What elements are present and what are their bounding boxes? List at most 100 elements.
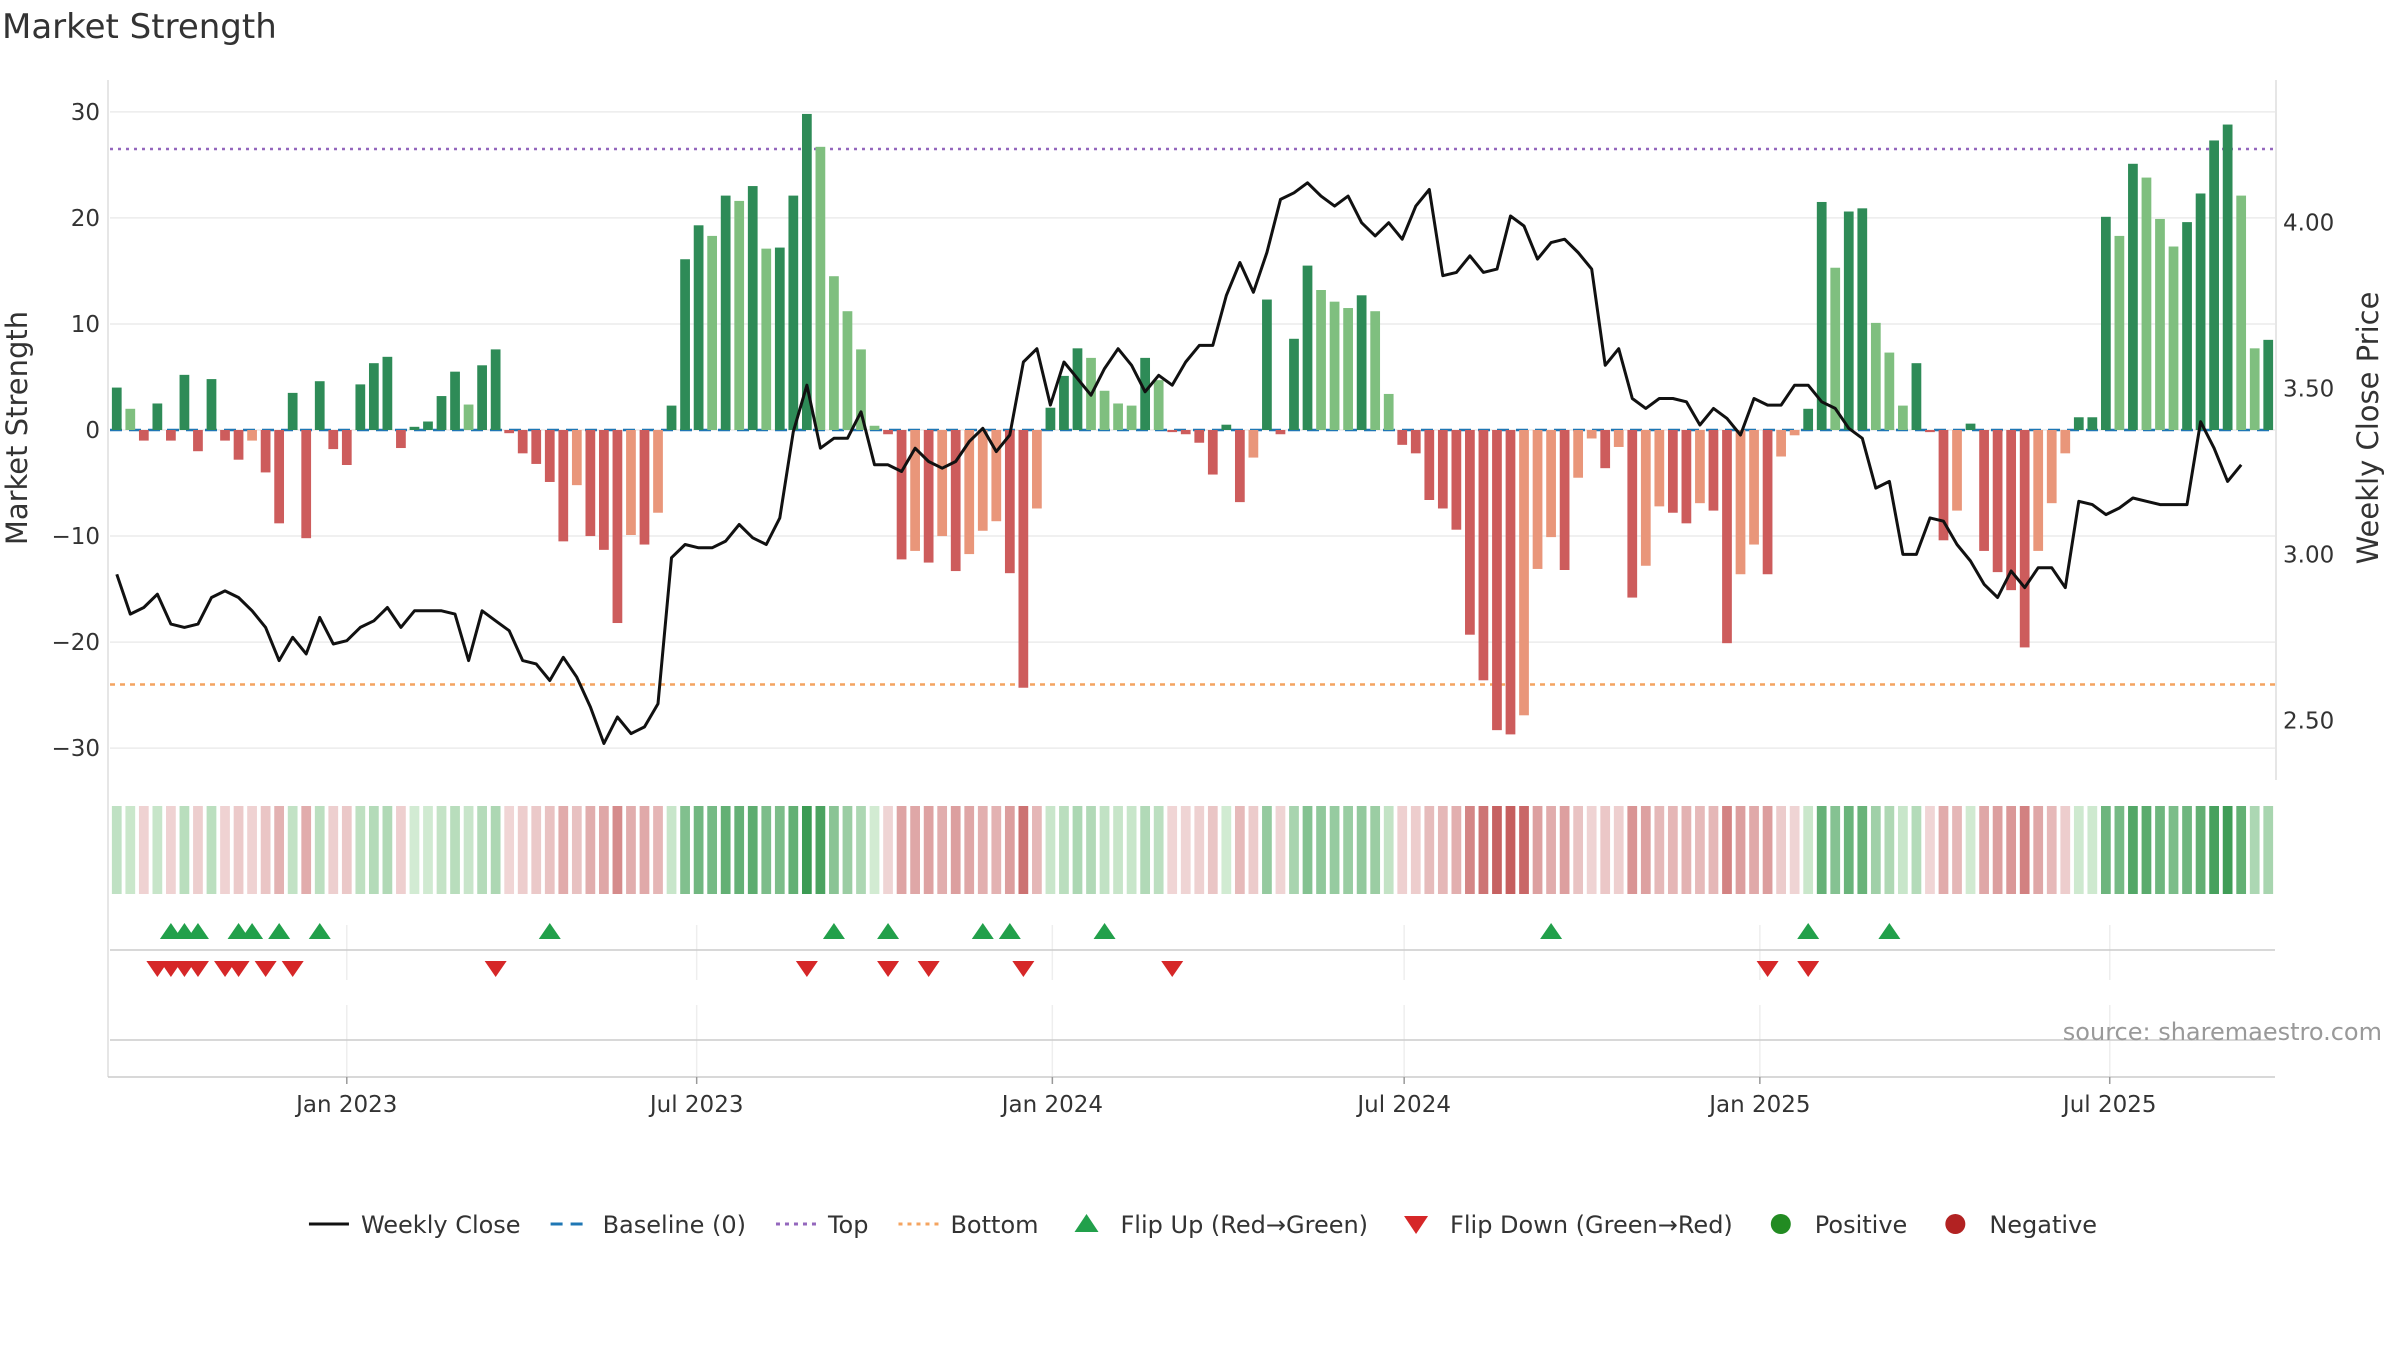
strength-bar [247,430,257,441]
heat-cell [1410,806,1421,894]
strength-bar [1749,430,1759,545]
y-tick-label-right: 3.00 [2283,542,2334,568]
strength-bar [937,430,948,537]
strength-bar [571,430,582,486]
heat-cell [1397,806,1408,894]
flip-up-marker [1093,923,1116,939]
heat-cell [599,806,609,894]
strength-bar [1884,352,1895,430]
strength-bar [1316,290,1326,430]
heat-cell [1546,806,1556,894]
heat-cell [937,806,948,894]
heat-cell [1911,806,1922,894]
flip-down-marker [1012,961,1035,977]
strength-bar [1586,430,1597,439]
reference-lines [110,147,2275,686]
heat-cell [1045,806,1056,894]
strength-bar [1546,430,1556,538]
heat-cell [1613,806,1624,894]
strength-bar [991,430,1002,522]
heat-cell [1938,806,1949,894]
y-tick-label-right: 2.50 [2283,708,2334,734]
strength-bar [1789,430,1800,436]
heat-cell [1275,806,1286,894]
heat-cell [720,806,731,894]
heat-cell [2060,806,2071,894]
strength-bar [558,430,569,542]
strength-bar [220,430,230,441]
heat-cell [734,806,745,894]
heat-cell [1383,806,1394,894]
legend-swatch-circle [1770,1214,1791,1234]
strength-bar [477,365,487,430]
heat-cell [842,806,853,894]
flip-down-marker [1797,961,1820,977]
strength-bar [2263,339,2274,430]
flip-down-marker [186,961,209,977]
strength-bar [1925,430,1935,433]
strength-bar [1762,430,1773,575]
heat-cell [801,806,812,894]
heat-cell [206,806,217,894]
strength-bar [504,430,515,434]
strength-bar [368,363,379,430]
strength-bar [761,248,772,430]
strength-bar [436,396,447,430]
y-tick-label-right: 4.00 [2283,211,2334,237]
heat-cell [382,806,393,894]
heat-cell [477,806,487,894]
heat-cell [436,806,447,894]
strength-bar [1302,265,1313,430]
strength-bar [653,430,663,513]
strength-bar [2033,430,2044,551]
heat-cell [693,806,704,894]
heat-cell [1004,806,1015,894]
heat-cell [1816,806,1827,894]
heat-cell [1221,806,1232,894]
y-tick-label-left: 0 [85,418,100,444]
strength-bar [1573,430,1584,478]
strength-bar [2222,124,2233,430]
strength-bar [2114,235,2125,430]
legend-label: Weekly Close [361,1211,521,1239]
strength-bar [2249,348,2260,430]
heat-cell [1925,806,1935,894]
heat-cell [1262,806,1272,894]
heat-cell [1843,806,1854,894]
legend-label: Flip Down (Green→Red) [1450,1211,1733,1239]
heat-cell [1532,806,1543,894]
strength-bar [1059,375,1069,430]
strength-bar [1505,430,1516,735]
strength-bar [1600,430,1611,469]
heat-cell [1830,806,1841,894]
flip-up-marker [186,923,209,939]
heat-cell [1519,806,1529,894]
flip-down-marker [877,961,900,977]
heat-cell [1870,806,1881,894]
y-axis-title-left: Market Strength [0,311,34,545]
strength-bar [1870,322,1881,430]
strength-bar [734,200,745,430]
flip-down-marker [917,961,940,977]
strength-bar [585,430,596,537]
flip-down-marker [795,961,818,977]
strength-bar [680,259,690,430]
strength-bar [1816,201,1827,430]
flip-down-marker [484,961,507,977]
heat-cell [1640,806,1651,894]
strength-bar [1248,430,1259,458]
strength-bar [923,430,934,563]
heat-cell [1803,806,1814,894]
heat-cell [707,806,718,894]
strength-bar [179,374,190,430]
strength-bar [1640,430,1651,566]
strength-bar [1952,430,1962,511]
flip-up-marker [998,923,1021,939]
axes-layer: 30 20 10 0 −10 −20 −30 4.00 3.50 3.00 2.50 [51,80,2334,1077]
heat-cell [396,806,406,894]
strength-bar [842,311,853,430]
heat-cell [869,806,880,894]
heat-cell [856,806,866,894]
flip-up-marker [538,923,561,939]
